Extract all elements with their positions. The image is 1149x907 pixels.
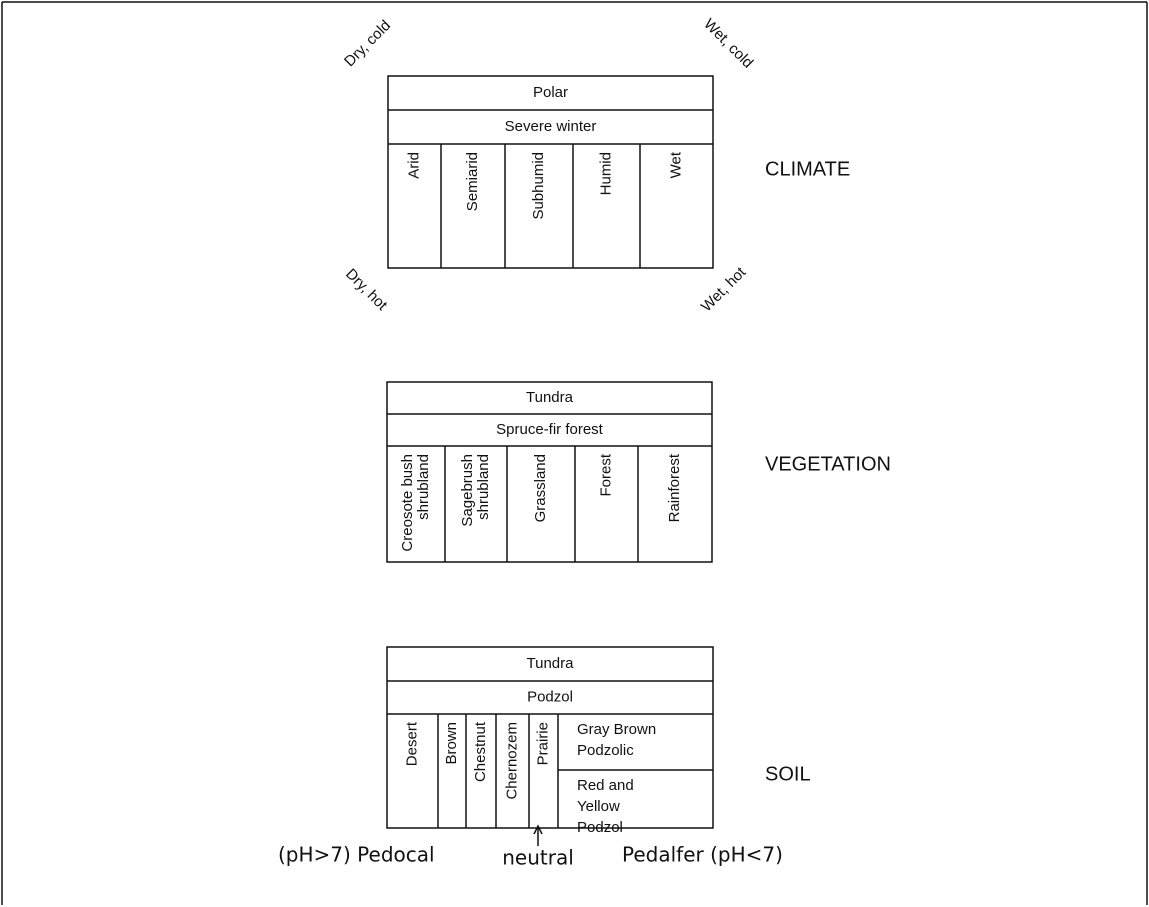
column-label: Chestnut bbox=[472, 721, 489, 782]
row-label: Podzol bbox=[527, 688, 573, 705]
column-label: Wet bbox=[667, 151, 684, 178]
scale-right: Pedalfer (pH<7) bbox=[622, 843, 783, 867]
column-label: Arid bbox=[405, 152, 422, 179]
stacked-label: Podzolic bbox=[577, 742, 634, 759]
panel-title: VEGETATION bbox=[765, 453, 891, 475]
stacked-label: Gray Brown bbox=[577, 721, 656, 738]
column-label: shrubland bbox=[415, 454, 432, 520]
column-label: Creosote bush bbox=[399, 454, 416, 552]
neutral-arrow bbox=[533, 824, 543, 846]
column-label: shrubland bbox=[475, 454, 492, 520]
row-label: Spruce-fir forest bbox=[496, 421, 604, 438]
corner-label: Dry, cold bbox=[341, 17, 394, 70]
scale-center: neutral bbox=[502, 846, 574, 870]
row-label: Tundra bbox=[527, 655, 575, 672]
column-label: Semiarid bbox=[464, 152, 481, 211]
panel-box bbox=[386, 646, 714, 829]
corner-label: Dry, hot bbox=[342, 265, 391, 314]
column-label: Rainforest bbox=[666, 453, 683, 522]
panel-box bbox=[387, 75, 714, 269]
corner-label: Wet, cold bbox=[700, 16, 756, 72]
column-label: Desert bbox=[403, 721, 420, 766]
column-label: Chernozem bbox=[503, 722, 520, 800]
column-label: Forest bbox=[597, 453, 614, 496]
stacked-label: Yellow bbox=[577, 798, 620, 815]
column-label: Brown bbox=[443, 722, 460, 765]
row-label: Severe winter bbox=[505, 118, 597, 135]
panel-title: SOIL bbox=[765, 763, 811, 785]
column-label: Subhumid bbox=[530, 152, 547, 220]
column-label: Sagebrush bbox=[459, 454, 476, 527]
stacked-label: Red and bbox=[577, 777, 634, 794]
column-label: Prairie bbox=[534, 722, 551, 765]
corner-label: Wet, hot bbox=[698, 263, 750, 315]
column-label: Humid bbox=[597, 152, 614, 195]
panel-title: CLIMATE bbox=[765, 158, 850, 180]
stacked-label: Podzol bbox=[577, 819, 623, 836]
column-label: Grassland bbox=[532, 454, 549, 522]
scale-left: (pH>7) Pedocal bbox=[278, 843, 435, 867]
row-label: Polar bbox=[533, 84, 568, 101]
panel-box bbox=[386, 381, 713, 563]
row-label: Tundra bbox=[526, 389, 574, 406]
